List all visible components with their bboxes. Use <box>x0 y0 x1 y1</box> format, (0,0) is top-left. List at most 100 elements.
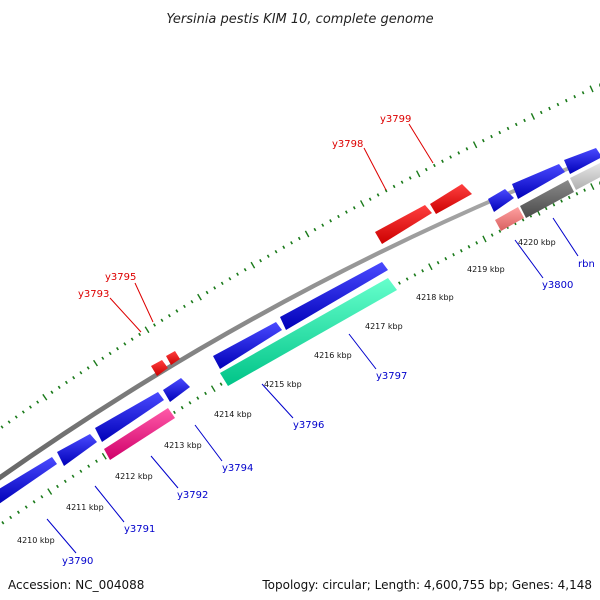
gene-block-y3792 <box>95 392 164 442</box>
tick-mark <box>490 134 493 139</box>
tick-mark <box>475 241 479 245</box>
tick-mark <box>50 390 54 394</box>
tick-mark <box>564 98 568 103</box>
leader-lines <box>46 123 579 554</box>
tick-mark <box>175 309 179 313</box>
kbp-label: 4214 kbp <box>214 410 252 419</box>
tick-mark <box>274 250 278 254</box>
leader-rbn <box>552 217 579 257</box>
tick-mark <box>40 495 44 499</box>
tick-mark <box>64 380 68 385</box>
gene-block-y3796-inner <box>220 278 397 386</box>
gene-block-y3800-fwd <box>488 189 514 212</box>
leader-y3799 <box>408 123 434 164</box>
gene-block-y3796 <box>213 322 282 369</box>
leader-y3792 <box>150 455 179 489</box>
tick-mark <box>421 269 425 273</box>
tick-mark <box>392 184 396 189</box>
gene-block-y3792-inner <box>104 408 175 460</box>
kbp-label: 4216 kbp <box>314 351 352 360</box>
genome-summary-text: Topology: circular; Length: 4,600,755 bp… <box>262 578 592 592</box>
tick-mark <box>204 391 207 396</box>
tick-mark <box>36 400 40 404</box>
tick-mark <box>101 452 107 460</box>
tick-mark <box>250 261 256 269</box>
tick-mark <box>290 241 293 245</box>
tick-mark <box>228 277 232 281</box>
tick-mark <box>71 474 75 478</box>
tick-mark <box>498 130 502 135</box>
tick-mark <box>79 371 83 375</box>
tick-mark <box>352 206 356 210</box>
tick-mark <box>190 299 194 304</box>
kbp-label: 4218 kbp <box>416 293 454 302</box>
tick-mark <box>573 94 577 99</box>
tick-mark <box>539 110 543 115</box>
tick-mark <box>376 193 380 197</box>
tick-mark <box>544 206 548 211</box>
leader-y3797 <box>348 333 377 370</box>
tick-mark <box>413 273 417 277</box>
tick-mark <box>101 356 105 360</box>
tick-mark <box>87 464 91 468</box>
gene-block-y3790 <box>0 457 57 504</box>
tick-mark <box>197 293 202 301</box>
tick-mark <box>86 366 90 370</box>
tick-mark <box>95 459 98 463</box>
accession-text: Accession: NC_004088 <box>8 578 145 592</box>
gene-block-y3793 <box>151 360 168 376</box>
gene-labels: y3790 y3791 y3792 y3794 y3796 y3797 y380… <box>62 114 595 567</box>
gene-blocks <box>0 148 600 504</box>
tick-mark <box>213 286 217 290</box>
tick-mark <box>415 170 421 178</box>
tick-mark <box>548 106 551 111</box>
tick-mark <box>188 401 192 405</box>
tick-mark <box>0 425 4 429</box>
gene-block-y3800-inner <box>495 207 524 231</box>
tick-mark <box>521 218 525 222</box>
tick-mark <box>14 415 18 419</box>
gene-block-y3799 <box>430 184 472 214</box>
gene-label-y3794: y3794 <box>222 463 253 474</box>
leader-y3794 <box>194 424 223 462</box>
gene-block-y3800-fwd-2 <box>512 164 565 199</box>
tick-mark <box>144 326 150 334</box>
tick-mark <box>196 396 200 400</box>
tick-mark <box>457 151 461 155</box>
gene-label-rbn: rbn <box>578 259 595 270</box>
tick-mark <box>436 261 440 265</box>
tick-mark <box>32 500 36 504</box>
tick-mark <box>444 257 448 261</box>
tick-mark <box>449 155 453 159</box>
tick-mark <box>180 405 184 410</box>
tick-mark <box>57 385 61 390</box>
gene-label-y3798: y3798 <box>332 139 363 150</box>
leader-y3796 <box>261 383 294 419</box>
leader-y3790 <box>46 518 77 554</box>
kbp-label: 4211 kbp <box>66 503 104 512</box>
gene-block-y3798 <box>375 205 432 244</box>
tick-mark <box>183 304 186 309</box>
tick-mark <box>304 230 310 238</box>
tick-mark <box>24 505 28 509</box>
kbp-labels: 4210 kbp 4211 kbp 4212 kbp 4213 kbp 4214… <box>17 238 556 545</box>
gene-block-y3795 <box>166 351 180 365</box>
tick-mark <box>398 281 401 285</box>
tick-mark <box>63 479 67 484</box>
tick-mark <box>220 281 224 285</box>
tick-mark <box>79 469 83 473</box>
tick-mark <box>344 210 348 214</box>
gene-label-y3795: y3795 <box>105 272 136 283</box>
tick-mark <box>219 382 223 386</box>
chart-title: Yersinia pestis KIM 10, complete genome <box>166 12 433 27</box>
kbp-label: 4220 kbp <box>518 238 556 247</box>
tick-mark <box>523 118 526 123</box>
kbp-label: 4219 kbp <box>467 265 505 274</box>
tick-mark <box>590 183 595 191</box>
leader-y3800 <box>514 239 544 279</box>
tick-mark <box>575 192 579 196</box>
kbp-label: 4213 kbp <box>164 441 202 450</box>
leader-y3791 <box>94 485 125 523</box>
tick-mark <box>560 199 563 203</box>
